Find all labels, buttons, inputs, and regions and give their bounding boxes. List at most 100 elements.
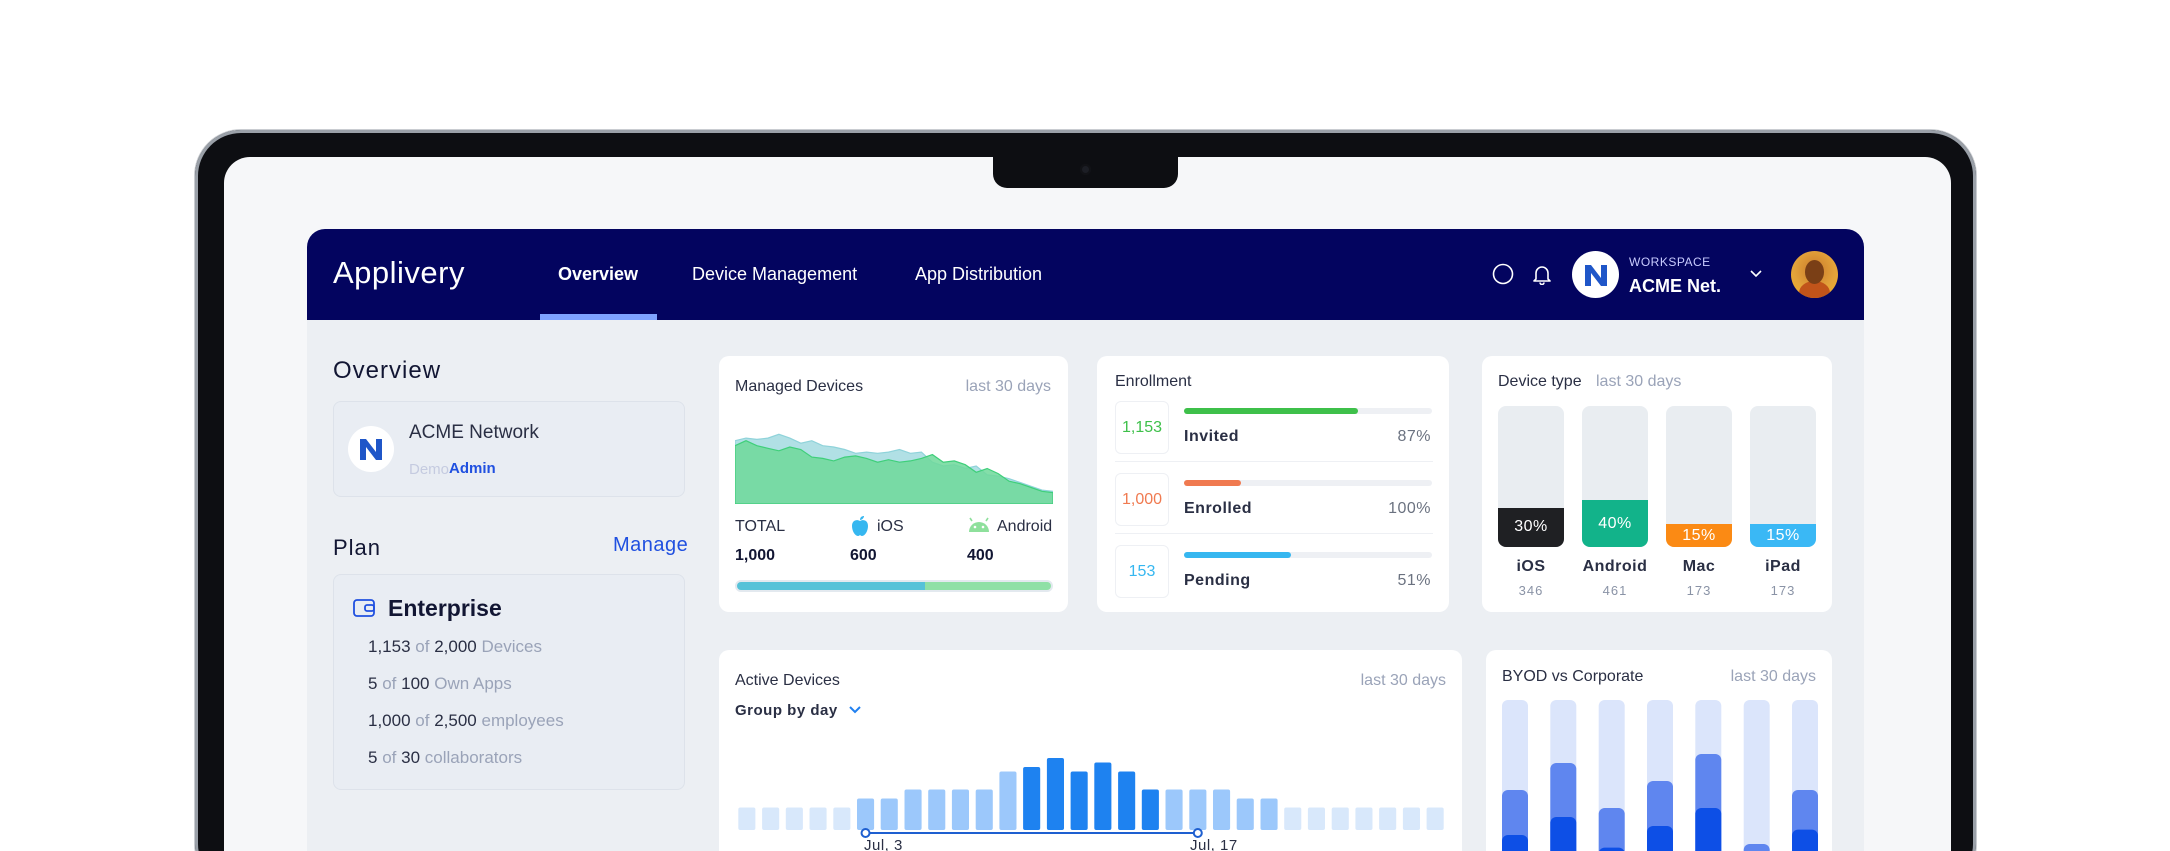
total-value: 1,000 — [735, 547, 775, 565]
device-type-count: 461 — [1582, 583, 1648, 598]
plan-usage-row: 5 of 100 Own Apps — [368, 674, 512, 694]
plan-usage-limit: 2,000 — [434, 637, 477, 656]
byod-bar-dark — [1647, 826, 1673, 851]
active-devices-bar — [1118, 772, 1135, 831]
card-title: Managed Devices — [735, 378, 863, 396]
workspace-name[interactable]: ACME Net. — [1629, 276, 1721, 297]
workspace-label: WORKSPACE — [1629, 255, 1711, 269]
enrollment-card: Enrollment 1,153 Invited 87% 1,000 Enrol… — [1097, 356, 1449, 612]
divider — [1115, 533, 1433, 534]
byod-bar-dark — [1502, 835, 1528, 851]
apple-icon — [850, 515, 870, 537]
active-devices-bar — [1379, 808, 1396, 831]
plan-usage-limit: 2,500 — [434, 711, 477, 730]
active-devices-bar — [1403, 808, 1420, 831]
managed-devices-area-chart — [735, 428, 1053, 504]
byod-bar-dark — [1550, 817, 1576, 851]
active-devices-bar — [1427, 808, 1444, 831]
plan-usage-unit: collaborators — [425, 748, 522, 767]
device-type-fill-ipad: 15% — [1750, 524, 1816, 547]
active-devices-bar-chart — [735, 746, 1447, 846]
workspace-logo-icon — [1582, 261, 1610, 289]
active-devices-bar — [881, 799, 898, 831]
plan-usage-limit: 30 — [401, 748, 420, 767]
pending-count: 153 — [1115, 545, 1169, 598]
device-type-count: 173 — [1666, 583, 1732, 598]
active-devices-bar — [1047, 758, 1064, 830]
group-by-dropdown[interactable]: Group by day — [735, 702, 862, 719]
active-devices-bar — [999, 772, 1016, 831]
pending-progress — [1184, 552, 1432, 558]
organization-role: Admin — [449, 460, 496, 477]
organization-card[interactable]: ACME Network Demo Admin — [333, 401, 685, 497]
invited-percent: 87% — [1397, 428, 1431, 446]
plan-usage-row: 1,153 of 2,000 Devices — [368, 637, 542, 657]
tab-app-distribution[interactable]: App Distribution — [915, 264, 1042, 285]
active-devices-bar — [786, 808, 803, 831]
split-bar-android — [925, 582, 1051, 590]
device-type-label: iOS — [1498, 558, 1564, 576]
ios-android-split-bar — [735, 580, 1053, 592]
card-period[interactable]: last 30 days — [1731, 668, 1816, 686]
tab-device-management[interactable]: Device Management — [692, 264, 857, 285]
plan-usage-limit: 100 — [401, 674, 429, 693]
tab-overview[interactable]: Overview — [558, 264, 638, 285]
plan-usage-of: of — [382, 674, 396, 693]
manage-plan-link[interactable]: Manage — [613, 534, 688, 557]
camera-icon — [1080, 164, 1091, 175]
plan-usage-value: 1,153 — [368, 637, 411, 656]
plan-usage-unit: employees — [481, 711, 563, 730]
device-type-fill-android: 40% — [1582, 500, 1648, 547]
pending-percent: 51% — [1397, 572, 1431, 590]
invited-progress-fill — [1184, 408, 1358, 414]
active-devices-bar — [1261, 799, 1278, 831]
device-type-bar-ios: 30% — [1498, 406, 1564, 547]
pending-label: Pending — [1184, 572, 1251, 590]
device-type-count: 173 — [1750, 583, 1816, 598]
user-avatar[interactable] — [1791, 251, 1838, 298]
legend-total: TOTAL — [735, 518, 785, 536]
active-devices-bar — [1094, 763, 1111, 831]
organization-name: ACME Network — [409, 422, 539, 444]
active-devices-bar — [976, 790, 993, 831]
chevron-down-icon — [848, 705, 862, 715]
divider — [1115, 461, 1433, 462]
device-type-bar-ipad: 15% — [1750, 406, 1816, 547]
byod-bar-dark — [1695, 808, 1721, 851]
device-type-count: 346 — [1498, 583, 1564, 598]
ios-value: 600 — [850, 547, 877, 565]
workspace-avatar[interactable] — [1572, 251, 1619, 298]
enrolled-percent: 100% — [1388, 500, 1431, 518]
active-devices-bar — [905, 790, 922, 831]
byod-bar-mid — [1744, 844, 1770, 851]
active-devices-bar — [762, 808, 779, 831]
card-title: Enrollment — [1115, 373, 1191, 391]
card-period[interactable]: last 30 days — [1361, 672, 1446, 690]
chevron-down-icon[interactable] — [1749, 269, 1763, 279]
android-icon — [967, 517, 991, 533]
device-type-label: Android — [1582, 558, 1648, 576]
laptop-notch — [993, 157, 1178, 188]
plan-usage-value: 5 — [368, 748, 377, 767]
invited-count: 1,153 — [1115, 401, 1169, 454]
active-devices-bar — [1237, 799, 1254, 831]
active-tab-indicator — [540, 314, 657, 320]
invited-progress — [1184, 408, 1432, 414]
bell-icon[interactable] — [1531, 263, 1553, 285]
android-value: 400 — [967, 547, 994, 565]
wallet-icon — [352, 597, 376, 619]
active-devices-bar — [928, 790, 945, 831]
card-period[interactable]: last 30 days — [1596, 373, 1681, 391]
byod-vs-corporate-card: BYOD vs Corporate last 30 days — [1486, 650, 1832, 851]
device-type-card: Device type last 30 days 30% 40% 15% 15%… — [1482, 356, 1832, 612]
search-icon[interactable] — [1492, 263, 1514, 285]
app-logo[interactable]: Applivery — [333, 255, 465, 291]
range-start-label: Jul, 3 — [864, 837, 903, 851]
plan-usage-row: 1,000 of 2,500 employees — [368, 711, 564, 731]
device-type-fill-mac: 15% — [1666, 524, 1732, 547]
active-devices-bar — [1071, 772, 1088, 831]
card-title: Device type — [1498, 373, 1582, 391]
group-by-label: Group by day — [735, 702, 838, 719]
card-period[interactable]: last 30 days — [966, 378, 1051, 396]
byod-bar-mid — [1599, 808, 1625, 851]
